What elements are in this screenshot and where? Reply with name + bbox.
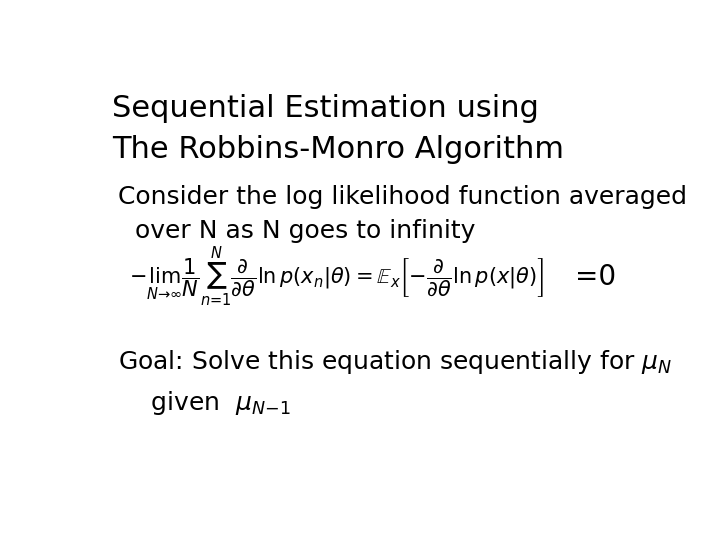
Text: Sequential Estimation using: Sequential Estimation using bbox=[112, 94, 539, 123]
Text: Goal: Solve this equation sequentially for $\mu_N$: Goal: Solve this equation sequentially f… bbox=[118, 348, 672, 375]
Text: =0: =0 bbox=[575, 263, 616, 291]
Text: over N as N goes to infinity: over N as N goes to infinity bbox=[135, 219, 475, 242]
Text: The Robbins-Monro Algorithm: The Robbins-Monro Algorithm bbox=[112, 136, 564, 165]
Text: $- \lim_{N \to \infty} \dfrac{1}{N} \sum_{n=1}^{N} \dfrac{\partial}{\partial \th: $- \lim_{N \to \infty} \dfrac{1}{N} \sum… bbox=[129, 246, 544, 308]
Text: given  $\mu_{N\mathsf{-}1}$: given $\mu_{N\mathsf{-}1}$ bbox=[135, 389, 290, 417]
Text: Consider the log likelihood function averaged: Consider the log likelihood function ave… bbox=[118, 185, 687, 210]
